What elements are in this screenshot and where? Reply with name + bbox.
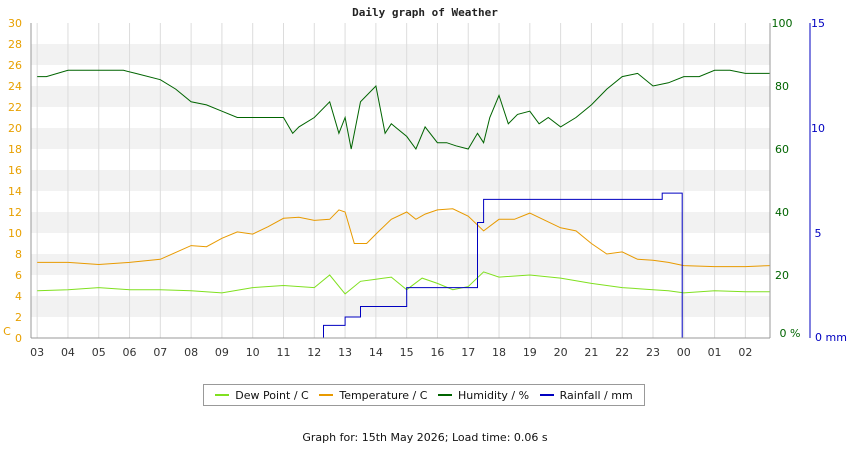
- x-tick-label: 11: [276, 346, 290, 359]
- grid-band: [31, 254, 770, 275]
- humidity-tick-label: 60: [775, 143, 789, 156]
- x-tick-label: 21: [584, 346, 598, 359]
- left-tick-label: 16: [8, 164, 22, 177]
- left-tick-label: 6: [15, 269, 22, 282]
- legend-swatch: [438, 394, 453, 396]
- x-tick-label: 19: [523, 346, 537, 359]
- x-tick-label: 13: [338, 346, 352, 359]
- x-tick-label: 03: [30, 346, 44, 359]
- series-line: [37, 69, 770, 151]
- x-tick-label: 15: [400, 346, 414, 359]
- legend-swatch: [215, 394, 230, 396]
- rain-tick-label: 5: [815, 227, 822, 240]
- x-tick-label: 02: [738, 346, 752, 359]
- left-tick-label: 4: [15, 290, 22, 303]
- left-tick-label: 0: [15, 332, 22, 345]
- x-tick-label: 01: [708, 346, 722, 359]
- left-tick-label: 28: [8, 38, 22, 51]
- grid-band: [31, 128, 770, 149]
- series-line: [37, 208, 771, 268]
- left-tick-label: 22: [8, 101, 22, 114]
- chart-title: Daily graph of Weather: [352, 6, 498, 19]
- x-tick-label: 12: [307, 346, 321, 359]
- legend-label: Dew Point / C: [235, 388, 309, 402]
- left-tick-label: 26: [8, 59, 22, 72]
- x-tick-label: 10: [246, 346, 260, 359]
- grid-band: [31, 212, 770, 233]
- grid-band: [31, 86, 770, 107]
- left-tick-label: 24: [8, 80, 22, 93]
- rain-axis-unit: 0 mm: [815, 331, 847, 344]
- legend-humidity: Humidity / %: [438, 389, 529, 402]
- grid-band: [31, 44, 770, 65]
- chart-legend: Dew Point / C Temperature / C Humidity /…: [203, 384, 645, 406]
- x-tick-label: 14: [369, 346, 383, 359]
- left-tick-label: 18: [8, 143, 22, 156]
- left-tick-label: 2: [15, 311, 22, 324]
- humidity-tick-label: 40: [775, 206, 789, 219]
- x-tick-label: 18: [492, 346, 506, 359]
- rain-tick-label: 10: [811, 122, 825, 135]
- legend-rainfall: Rainfall / mm: [539, 388, 633, 402]
- left-tick-label: 30: [8, 17, 22, 30]
- x-tick-label: 16: [430, 346, 444, 359]
- humidity-tick-label: 80: [775, 80, 789, 93]
- legend-label: Rainfall / mm: [559, 388, 633, 402]
- x-tick-label: 07: [153, 346, 167, 359]
- humidity-tick-label: 20: [775, 269, 789, 282]
- grid-band: [31, 170, 770, 191]
- left-tick-label: 14: [8, 185, 22, 198]
- left-tick-label: 12: [8, 206, 22, 219]
- series-line: [37, 192, 770, 339]
- x-tick-label: 20: [554, 346, 568, 359]
- legend-label: Humidity / %: [458, 388, 530, 402]
- x-tick-label: 17: [461, 346, 475, 359]
- left-tick-label: 8: [15, 248, 22, 261]
- legend-dew-point: Dew Point / C: [215, 388, 309, 402]
- left-axis-unit: C: [3, 325, 11, 338]
- legend-swatch: [319, 394, 334, 396]
- x-tick-label: 05: [92, 346, 106, 359]
- x-tick-label: 09: [215, 346, 229, 359]
- footer-status: Graph for: 15th May 2026; Load time: 0.0…: [302, 431, 548, 444]
- series-line: [37, 271, 770, 295]
- x-tick-label: 08: [184, 346, 198, 359]
- humidity-tick-label: 100: [772, 17, 793, 30]
- legend-temperature: Temperature / C: [319, 389, 427, 402]
- legend-label: Temperature / C: [339, 388, 428, 402]
- x-tick-label: 00: [677, 346, 691, 359]
- x-tick-label: 23: [646, 346, 660, 359]
- rain-tick-label: 15: [811, 17, 825, 30]
- x-tick-label: 06: [123, 346, 137, 359]
- left-tick-label: 20: [8, 122, 22, 135]
- humidity-axis-unit: 0 %: [780, 327, 801, 340]
- x-tick-label: 04: [61, 346, 75, 359]
- legend-swatch: [539, 394, 554, 396]
- x-tick-label: 22: [615, 346, 629, 359]
- left-tick-label: 10: [8, 227, 22, 240]
